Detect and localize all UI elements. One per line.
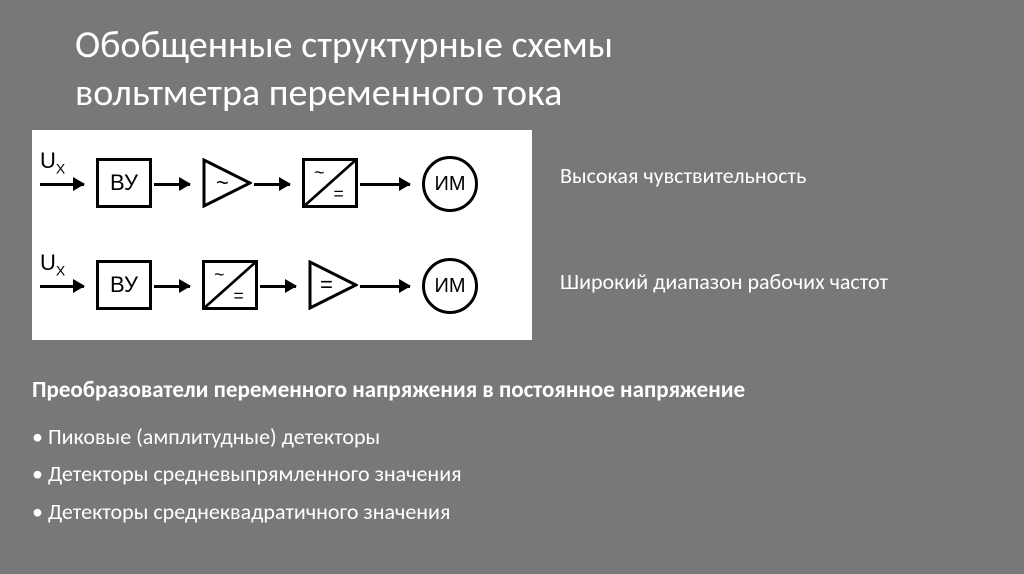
section-subtitle: Преобразователи переменного напряжения в… (32, 376, 745, 404)
diagram-row-1: UX ВУ ~ ~ = ИМ (32, 148, 532, 228)
svg-text:~: ~ (314, 163, 324, 183)
svg-text:=: = (234, 286, 244, 306)
im-label: ИМ (434, 275, 465, 298)
block-vu-1: ВУ (96, 158, 152, 208)
arrow-icon (260, 285, 296, 288)
arrow-icon (360, 183, 410, 186)
input-x: X (56, 160, 65, 176)
amp-symbol-tilde-icon: ~ (216, 170, 229, 195)
input-x: X (56, 262, 65, 278)
input-u: U (40, 250, 56, 275)
bullet-list: Пиковые (амплитудные) детекторы Детектор… (32, 418, 462, 530)
block-vu-2: ВУ (96, 260, 152, 310)
svg-text:~: ~ (214, 265, 224, 285)
vu-label: ВУ (110, 272, 138, 298)
amplifier-ac: ~ (202, 158, 252, 208)
block-im-1: ИМ (422, 156, 478, 212)
input-u: U (40, 148, 56, 173)
amplifier-dc: = (308, 260, 358, 310)
title-line-2: вольтметра переменного тока (75, 70, 562, 116)
input-label-2: UX (40, 250, 65, 278)
arrow-icon (154, 183, 190, 186)
arrow-icon (154, 285, 190, 288)
arrow-icon (254, 183, 290, 186)
input-label-1: UX (40, 148, 65, 176)
diagram-panel: UX ВУ ~ ~ = ИМ UX ВУ (32, 130, 532, 340)
im-label: ИМ (434, 173, 465, 196)
arrow-icon (40, 183, 84, 186)
title-line-1: Обобщенные структурные схемы (75, 22, 613, 68)
converter-block-2: ~ = (202, 260, 258, 310)
diagram-row-2: UX ВУ ~ = = ИМ (32, 250, 532, 330)
slide-title: Обобщенные структурные схемы вольтметра … (75, 22, 613, 117)
caption-row-2: Широкий диапазон рабочих частот (560, 268, 888, 295)
arrow-icon (40, 285, 84, 288)
list-item: Детекторы средневыпрямленного значения (32, 455, 462, 492)
list-item: Детекторы среднеквадратичного значения (32, 493, 462, 530)
list-item: Пиковые (амплитудные) детекторы (32, 418, 462, 455)
amp-symbol-equals-icon: = (320, 272, 333, 297)
converter-block-1: ~ = (302, 158, 358, 208)
block-im-2: ИМ (422, 258, 478, 314)
arrow-icon (360, 285, 410, 288)
vu-label: ВУ (110, 170, 138, 196)
svg-text:=: = (334, 184, 344, 204)
caption-row-1: Высокая чувствительность (560, 162, 806, 189)
